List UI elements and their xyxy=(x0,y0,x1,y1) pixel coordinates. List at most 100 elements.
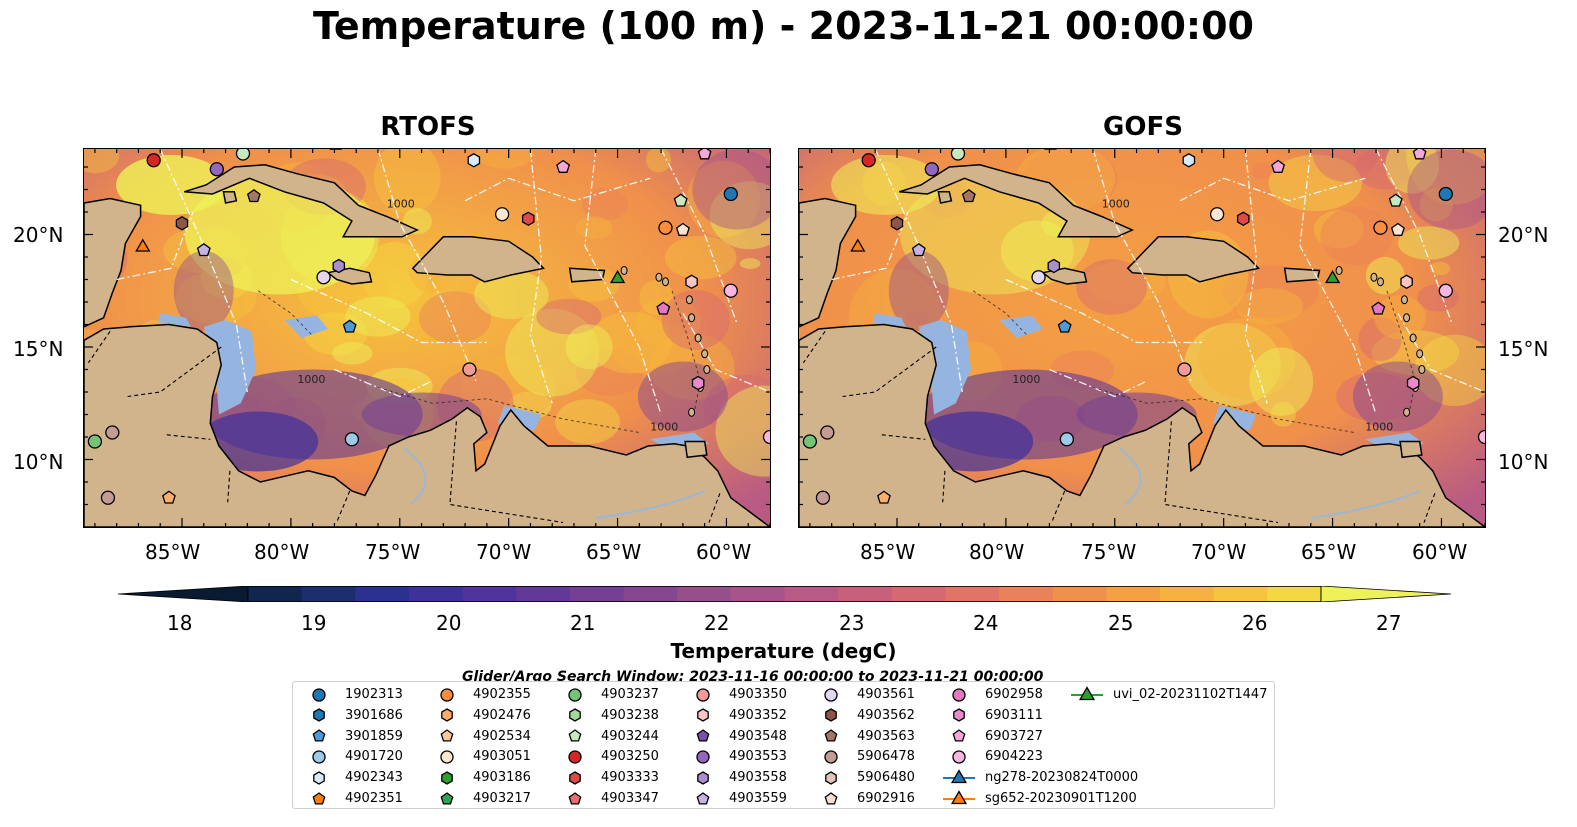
legend-symbol[interactable] xyxy=(313,708,325,723)
map-marker-hexagon[interactable] xyxy=(890,216,904,231)
map-marker-hexagon[interactable] xyxy=(332,258,346,274)
map-marker-pentagon[interactable] xyxy=(342,319,357,333)
map-marker-pentagon[interactable] xyxy=(961,189,976,203)
map-marker-circle[interactable] xyxy=(235,149,251,161)
legend-symbol[interactable] xyxy=(824,687,838,702)
legend-symbol[interactable] xyxy=(952,687,966,702)
map-marker-pentagon[interactable] xyxy=(246,189,261,203)
map-marker-circle[interactable] xyxy=(861,153,876,168)
map-marker-circle[interactable] xyxy=(762,429,771,445)
legend-symbol[interactable] xyxy=(440,750,454,764)
map-marker-hexagon[interactable] xyxy=(521,211,535,227)
legend-symbol[interactable] xyxy=(824,791,838,805)
legend-symbol[interactable] xyxy=(824,750,838,764)
map-marker-circle[interactable] xyxy=(1059,432,1075,447)
legend-symbol[interactable] xyxy=(441,770,453,785)
legend-symbol[interactable] xyxy=(312,729,326,742)
map-marker-circle[interactable] xyxy=(1373,220,1388,235)
legend-symbol[interactable] xyxy=(568,791,582,805)
map-marker-hexagon[interactable] xyxy=(691,375,705,391)
legend-symbol[interactable] xyxy=(953,708,965,723)
legend-symbol[interactable] xyxy=(825,770,837,785)
map-marker-pentagon[interactable] xyxy=(1271,159,1286,173)
map-marker-circle[interactable] xyxy=(723,186,738,202)
map-marker-pentagon[interactable] xyxy=(1388,193,1403,207)
map-marker-circle[interactable] xyxy=(723,283,738,298)
legend-symbol[interactable] xyxy=(440,729,454,742)
map-marker-circle[interactable] xyxy=(105,425,120,440)
map-marker-circle[interactable] xyxy=(100,490,116,505)
map-marker-circle[interactable] xyxy=(1031,270,1046,285)
map-marker-pentagon[interactable] xyxy=(656,301,671,315)
legend-triangle[interactable] xyxy=(950,789,968,804)
map-marker-triangle[interactable] xyxy=(1324,269,1341,284)
legend-symbol[interactable] xyxy=(697,770,709,785)
legend-triangle[interactable] xyxy=(950,768,968,783)
map-marker-circle[interactable] xyxy=(462,362,477,377)
map-marker-circle[interactable] xyxy=(1477,429,1486,445)
map-marker-pentagon[interactable] xyxy=(196,243,211,257)
map-marker-pentagon[interactable] xyxy=(673,193,688,207)
legend-symbol[interactable] xyxy=(696,687,710,702)
legend-symbol[interactable] xyxy=(696,729,710,742)
map-marker-pentagon[interactable] xyxy=(162,490,176,504)
map-marker-pentagon[interactable] xyxy=(675,222,690,236)
legend-symbol[interactable] xyxy=(312,791,326,805)
map-marker-pentagon[interactable] xyxy=(556,159,571,173)
map-marker-pentagon[interactable] xyxy=(697,149,712,160)
legend-symbol[interactable] xyxy=(312,750,326,764)
map-marker-hexagon[interactable] xyxy=(175,216,189,231)
map-marker-circle[interactable] xyxy=(924,162,939,177)
map-marker-hexagon[interactable] xyxy=(1047,258,1061,274)
map-marker-triangle[interactable] xyxy=(609,269,626,284)
map-marker-circle[interactable] xyxy=(344,432,360,447)
map-marker-circle[interactable] xyxy=(802,434,818,449)
map-marker-circle[interactable] xyxy=(950,149,966,161)
legend-symbol[interactable] xyxy=(440,687,454,702)
map-marker-pentagon[interactable] xyxy=(1371,301,1386,315)
legend-symbol[interactable] xyxy=(825,708,837,723)
map-marker-pentagon[interactable] xyxy=(1057,319,1072,333)
legend-symbol[interactable] xyxy=(824,729,838,742)
legend-symbol[interactable] xyxy=(952,729,966,742)
map-marker-circle[interactable] xyxy=(815,490,831,505)
legend-symbol[interactable] xyxy=(313,770,325,785)
map-marker-circle[interactable] xyxy=(1209,207,1225,222)
map-marker-hexagon[interactable] xyxy=(1400,274,1413,290)
map-marker-circle[interactable] xyxy=(146,153,161,168)
map-marker-triangle[interactable] xyxy=(850,238,866,252)
legend-symbol[interactable] xyxy=(568,687,582,702)
map-marker-circle[interactable] xyxy=(1177,362,1192,377)
legend-symbol[interactable] xyxy=(696,791,710,805)
legend-symbol[interactable] xyxy=(697,708,709,723)
map-marker-hexagon[interactable] xyxy=(1182,153,1196,168)
map-marker-hexagon[interactable] xyxy=(1406,375,1420,391)
legend-symbol[interactable] xyxy=(441,708,453,723)
map-marker-circle[interactable] xyxy=(820,425,835,440)
map-marker-circle[interactable] xyxy=(494,207,510,222)
legend-symbol[interactable] xyxy=(569,708,581,723)
legend-symbol[interactable] xyxy=(569,770,581,785)
legend-symbol[interactable] xyxy=(952,750,966,764)
legend-symbol[interactable] xyxy=(568,729,582,742)
legend-symbol[interactable] xyxy=(696,750,710,764)
map-marker-hexagon[interactable] xyxy=(1236,211,1250,227)
map-marker-circle[interactable] xyxy=(316,270,331,285)
map-marker-hexagon[interactable] xyxy=(467,153,481,168)
map-marker-circle[interactable] xyxy=(1438,186,1453,202)
map-marker-triangle[interactable] xyxy=(135,238,151,252)
map-panel-rtofs[interactable]: 1000 1000 1000 xyxy=(83,148,771,528)
map-marker-hexagon[interactable] xyxy=(685,274,698,290)
map-marker-circle[interactable] xyxy=(87,434,103,449)
map-marker-circle[interactable] xyxy=(658,220,673,235)
legend-symbol[interactable] xyxy=(440,791,454,805)
map-marker-pentagon[interactable] xyxy=(911,243,926,257)
legend-symbol[interactable] xyxy=(568,750,582,764)
legend-triangle[interactable] xyxy=(1078,685,1096,700)
map-marker-pentagon[interactable] xyxy=(877,490,891,504)
map-panel-gofs[interactable]: 1000 1000 1000 xyxy=(798,148,1486,528)
map-marker-pentagon[interactable] xyxy=(1390,222,1405,236)
map-marker-circle[interactable] xyxy=(209,162,224,177)
legend-symbol[interactable] xyxy=(312,687,326,702)
map-marker-pentagon[interactable] xyxy=(1412,149,1427,160)
